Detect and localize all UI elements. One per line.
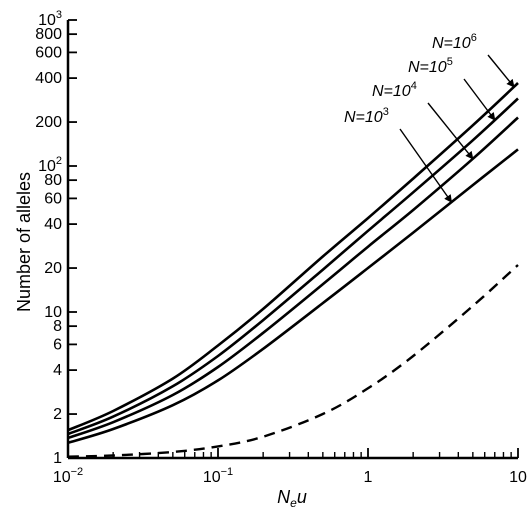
- series-label-arrow-4: [399, 128, 453, 203]
- series-label-2: N=105: [408, 56, 453, 76]
- y-tick-label: 102: [38, 155, 62, 175]
- series-group: [67, 82, 519, 458]
- y-tick-label: 800: [35, 26, 62, 43]
- series-label-arrow-1: [487, 54, 515, 88]
- y-tick-label: 10: [44, 304, 62, 321]
- series-label-exponent: 5: [447, 56, 453, 68]
- x-tick-label-base: 10: [203, 469, 221, 486]
- y-tick-label: 60: [44, 190, 62, 207]
- x-axis-label: Neu: [277, 487, 307, 510]
- series-label-4: N=103: [344, 106, 389, 126]
- x-tick-label: 1: [364, 469, 373, 486]
- x-tick-label: 10: [509, 469, 527, 486]
- series-line-dashed: [67, 264, 519, 458]
- y-tick-label: 4: [53, 362, 62, 379]
- series-label-name: N=10: [432, 35, 471, 52]
- series-label-exponent: 3: [383, 106, 389, 118]
- y-tick-label: 8: [53, 318, 62, 335]
- y-tick-label: 80: [44, 172, 62, 189]
- y-axis-label: Number of alleles: [14, 172, 34, 312]
- series-line-1: [67, 82, 519, 432]
- series-line-2: [67, 97, 519, 436]
- x-tick-label: 10−1: [203, 466, 233, 486]
- series-line-4: [67, 148, 519, 445]
- series-label-arrow-3: [427, 102, 474, 160]
- x-axis-label-tail: u: [297, 487, 307, 507]
- y-tick-label-exponent: 3: [56, 9, 62, 21]
- y-tick-label: 20: [44, 260, 62, 277]
- series-line-3: [67, 116, 519, 440]
- series-label-name: N=10: [408, 59, 447, 76]
- y-tick-label: 103: [38, 9, 62, 29]
- x-tick-label-exponent: −2: [71, 466, 84, 478]
- x-axis-label-sub: e: [290, 496, 297, 510]
- y-tick-label-base: 10: [38, 158, 56, 175]
- y-tick-label-exponent: 2: [56, 155, 62, 167]
- series-label-name: N=10: [344, 109, 383, 126]
- y-tick-label: 40: [44, 216, 62, 233]
- x-axis-label-main: N: [277, 487, 291, 507]
- y-tick-label: 1: [53, 450, 62, 467]
- y-tick-label: 600: [35, 44, 62, 61]
- y-tick-label: 6: [53, 336, 62, 353]
- series-label-name: N=10: [372, 83, 411, 100]
- x-tick-label-base: 10: [53, 469, 71, 486]
- series-label-3: N=104: [372, 80, 417, 100]
- series-label-1: N=106: [432, 32, 477, 52]
- series-label-arrow-2: [463, 78, 496, 121]
- series-label-exponent: 6: [471, 32, 477, 44]
- y-tick-label: 2: [53, 406, 62, 423]
- x-tick-label: 10−2: [53, 466, 83, 486]
- y-tick-label-base: 10: [38, 12, 56, 29]
- y-tick-label: 200: [35, 114, 62, 131]
- x-tick-label-exponent: −1: [221, 466, 234, 478]
- series-label-exponent: 4: [411, 80, 417, 92]
- y-tick-label: 400: [35, 70, 62, 87]
